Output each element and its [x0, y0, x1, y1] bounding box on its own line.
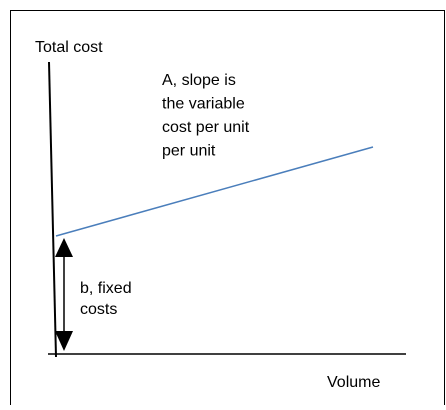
note-line: per unit — [162, 143, 216, 160]
note-line: cost per unit — [162, 119, 250, 136]
x-axis-label: Volume — [327, 374, 380, 391]
note-line: A, slope is — [162, 72, 236, 89]
frame — [10, 10, 445, 410]
arrow-head-down — [55, 331, 73, 351]
y-axis-label: Total cost — [35, 39, 103, 56]
note-line: costs — [80, 301, 117, 318]
note-line: b, fixed — [80, 280, 132, 297]
cost-line — [55, 146, 374, 237]
y-axis — [48, 61, 57, 358]
note-line: the variable — [162, 96, 245, 113]
intercept-note: b, fixed costs — [80, 280, 132, 318]
arrow-head-up — [55, 238, 73, 257]
slope-note: A, slope is the variable cost per unit per … — [162, 72, 250, 160]
